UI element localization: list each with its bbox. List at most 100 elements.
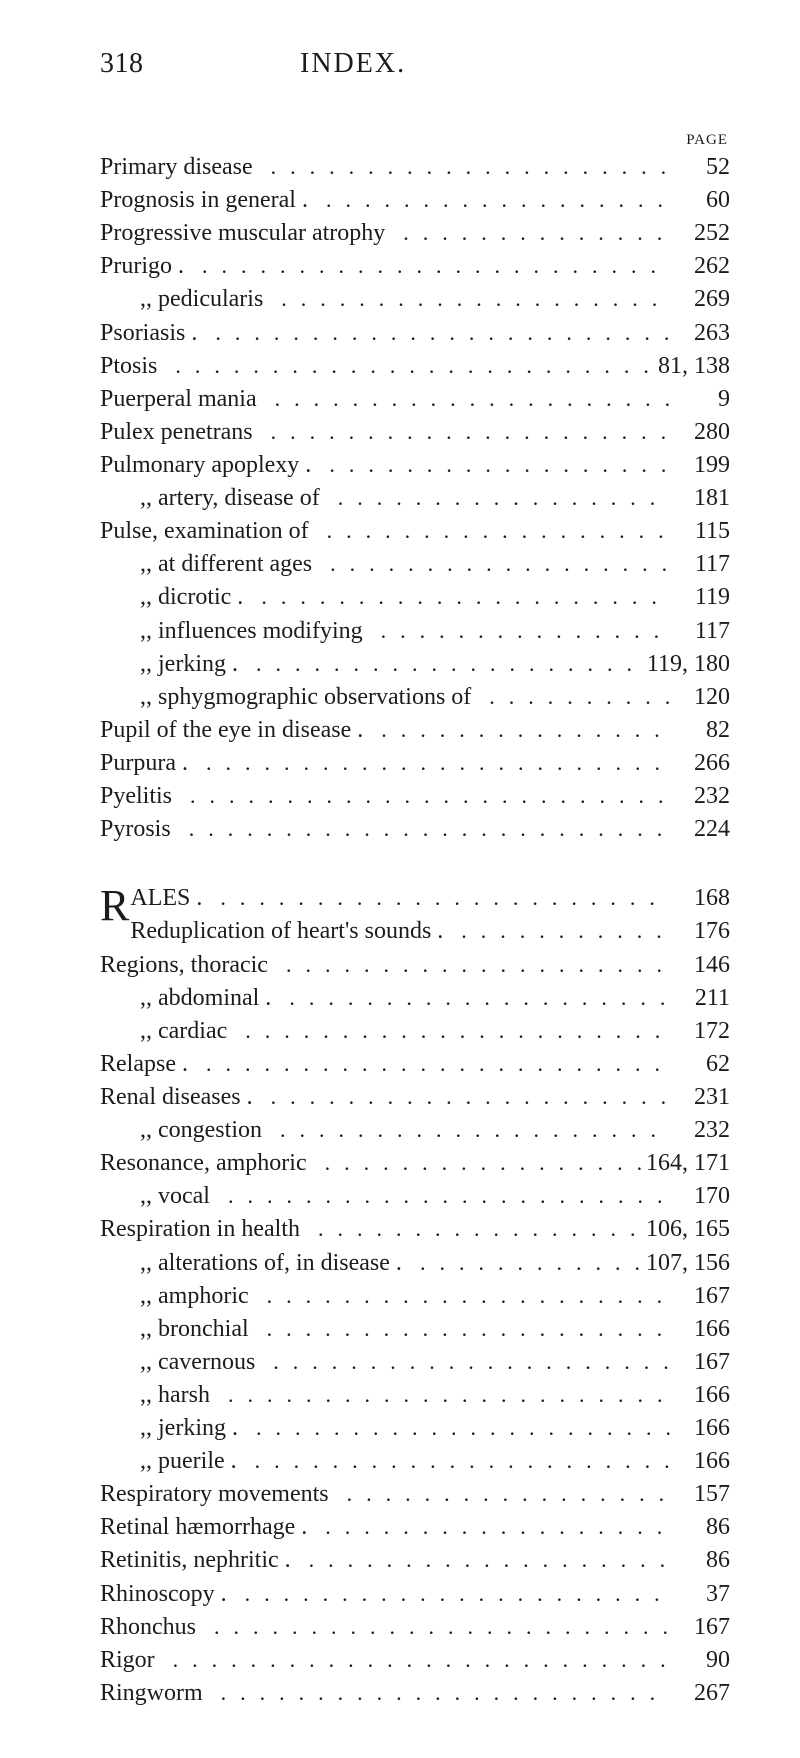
index-entry-page: 267	[670, 1677, 730, 1710]
leader-dots: .................................	[263, 284, 670, 314]
index-entry: Pyelitis................................…	[100, 780, 730, 813]
index-entry-text: Rhonchus	[100, 1611, 196, 1644]
leader-dots: .................................	[253, 152, 670, 182]
leader-dots: .................................	[227, 1579, 670, 1609]
index-entry-text: ,, alterations of, in disease .	[140, 1247, 402, 1280]
index-entry-page: 170	[670, 1180, 730, 1213]
index-entry-text: Prognosis in general .	[100, 184, 308, 217]
leader-dots: .................................	[237, 1446, 670, 1476]
index-entry-text: ,, cavernous	[140, 1346, 255, 1379]
index-entry-page: 232	[670, 780, 730, 813]
leader-dots: .................................	[184, 251, 670, 281]
index-entry: ,, cavernous............................…	[100, 1346, 730, 1379]
index-entry: ,, abdominal ...........................…	[100, 982, 730, 1015]
index-entry-page: 263	[670, 317, 730, 350]
index-entry-page: 166	[670, 1412, 730, 1445]
leader-dots: .................................	[311, 450, 670, 480]
leader-dots: .................................	[249, 1281, 670, 1311]
index-entry-page: 62	[670, 1048, 730, 1081]
leader-dots: .................................	[197, 318, 670, 348]
index-entry-page: 280	[670, 416, 730, 449]
page-number: 318	[100, 48, 300, 80]
index-entry-text: ,, bronchial	[140, 1313, 249, 1346]
index-entry-text: Pulse, examination of	[100, 515, 309, 548]
index-block-r: R ALES . ...............................…	[100, 882, 730, 1710]
index-entry-page: 119	[670, 581, 730, 614]
index-entry-text: ALES .	[130, 882, 202, 915]
index-entry-page: 106, 165	[646, 1213, 730, 1246]
index-entry: Reduplication of heart's sounds . ......…	[130, 915, 730, 948]
index-entry: Relapse ................................…	[100, 1048, 730, 1081]
index-entry-page: 166	[670, 1379, 730, 1412]
index-entry-text: Renal diseases .	[100, 1081, 253, 1114]
index-entry-text: Ptosis	[100, 350, 157, 383]
index-entry-page: 224	[670, 813, 730, 846]
index-block-p: Primary disease.........................…	[100, 151, 730, 846]
index-entry: Puerperal mania.........................…	[100, 383, 730, 416]
index-entry-text: ,, influences modifying	[140, 615, 363, 648]
leader-dots: .................................	[443, 916, 670, 946]
index-entry: Rigor.................................90	[100, 1644, 730, 1677]
index-entry: ,, dicrotic ............................…	[100, 581, 730, 614]
index-entry: Pulse, examination of...................…	[100, 515, 730, 548]
index-entry-page: 107, 156	[646, 1247, 730, 1280]
index-entry-page: 168	[670, 882, 730, 915]
leader-dots: .................................	[300, 1214, 646, 1244]
leader-dots: .................................	[210, 1181, 670, 1211]
index-entry-page: 86	[670, 1511, 730, 1544]
index-entry: Retinal hæmorrhage .....................…	[100, 1511, 730, 1544]
index-entry: Pupil of the eye in disease ............…	[100, 714, 730, 747]
index-entry-page: 269	[670, 283, 730, 316]
leader-dots: .................................	[210, 1380, 670, 1410]
index-entry: Pulex penetrans.........................…	[100, 416, 730, 449]
index-entry-page: 166	[670, 1313, 730, 1346]
index-entry-page: 167	[670, 1280, 730, 1313]
index-entry: ,, harsh................................…	[100, 1379, 730, 1412]
index-entry: Resonance, amphoric.....................…	[100, 1147, 730, 1180]
leader-dots: .................................	[155, 1645, 670, 1675]
index-entry: Respiration in health...................…	[100, 1213, 730, 1246]
index-entry: ALES . .................................…	[130, 882, 730, 915]
index-entry-page: 199	[670, 449, 730, 482]
index-entry-text: ,, dicrotic .	[140, 581, 243, 614]
index-entry-text: Respiratory movements	[100, 1478, 329, 1511]
index-entry-page: 252	[670, 217, 730, 250]
index-entry-text: Puerperal mania	[100, 383, 257, 416]
leader-dots: .................................	[203, 1678, 670, 1708]
index-entry-text: ,, vocal	[140, 1180, 210, 1213]
index-entry-text: ,, pedicularis	[140, 283, 263, 316]
index-entry-page: 146	[670, 949, 730, 982]
index-entry: ,, puerile .............................…	[100, 1445, 730, 1478]
index-entry: Primary disease.........................…	[100, 151, 730, 184]
index-entry-page: 211	[670, 982, 730, 1015]
index-entry: Pyrosis.................................…	[100, 813, 730, 846]
index-entry: Retinitis, nephritic ...................…	[100, 1544, 730, 1577]
index-entry-text: Respiration in health	[100, 1213, 300, 1246]
index-entry-text: ,, amphoric	[140, 1280, 249, 1313]
index-entry-text: Progressive muscular atrophy	[100, 217, 385, 250]
index-entry-page: 9	[670, 383, 730, 416]
index-entry-text: Primary disease	[100, 151, 253, 184]
index-entry: ,, cardiac..............................…	[100, 1015, 730, 1048]
leader-dots: .................................	[309, 516, 670, 546]
index-entry-text: ,, jerking .	[140, 1412, 238, 1445]
index-entry-page: 262	[670, 250, 730, 283]
index-entry-text: Pulex penetrans	[100, 416, 253, 449]
index-entry-page: 232	[670, 1114, 730, 1147]
leader-dots: .................................	[255, 1347, 670, 1377]
index-entry-page: 60	[670, 184, 730, 217]
header-title: INDEX.	[300, 48, 406, 80]
leader-dots: .................................	[291, 1545, 670, 1575]
leader-dots: .................................	[238, 649, 647, 679]
index-entry-page: 157	[670, 1478, 730, 1511]
index-entry: Respiratory movements...................…	[100, 1478, 730, 1511]
index-entry: ,, jerking .............................…	[100, 648, 730, 681]
index-entry-text: Reduplication of heart's sounds .	[130, 915, 443, 948]
index-entry: ,, vocal................................…	[100, 1180, 730, 1213]
index-entry-page: 119, 180	[647, 648, 730, 681]
index-entry: ,, alterations of, in disease ..........…	[100, 1247, 730, 1280]
index-entry: Ringworm................................…	[100, 1677, 730, 1710]
index-entry-text: ,, at different ages	[140, 548, 312, 581]
index-entry-page: 167	[670, 1346, 730, 1379]
leader-dots: .................................	[363, 616, 670, 646]
